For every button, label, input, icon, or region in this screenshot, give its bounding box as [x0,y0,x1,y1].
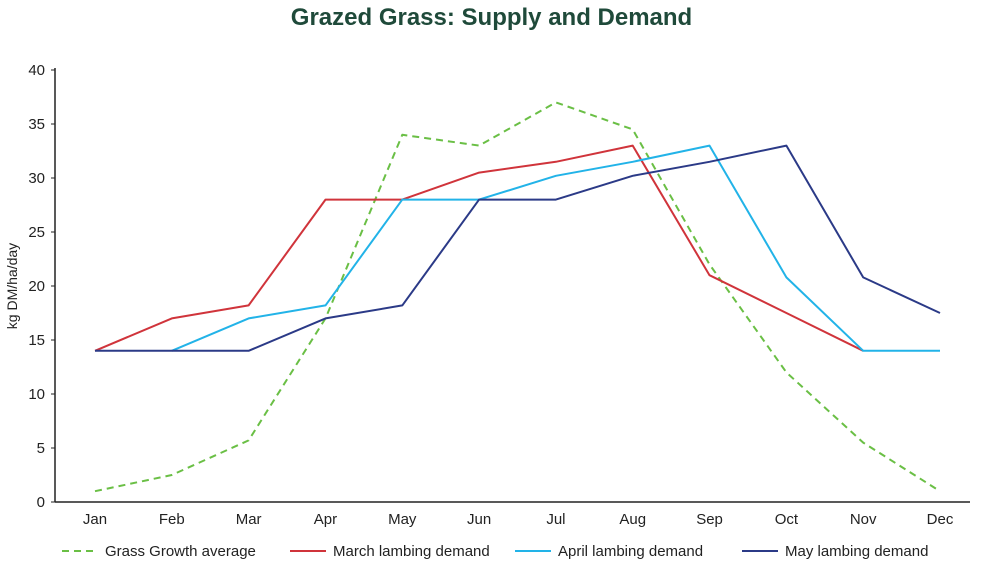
y-tick-label: 5 [37,440,45,457]
y-tick-label: 0 [37,494,45,511]
y-tick-label: 35 [28,116,45,133]
legend-label: March lambing demand [333,543,490,560]
y-tick-label: 20 [28,278,45,295]
series-line [171,144,940,352]
x-tick-label: May [388,511,417,528]
x-tick-label: Dec [927,511,954,528]
x-tick-label: Oct [775,511,799,528]
y-tick-label: 10 [28,386,45,403]
x-tick-label: Aug [619,511,646,528]
x-tick-label: Apr [314,511,337,528]
y-axis-title: kg DM/ha/day [4,243,20,329]
y-tick-label: 40 [28,62,45,79]
axes: 0 5 10 15 20 25 30 35 40 Jan Feb Mar Apr May Jun Jul Aug… [4,62,970,528]
y-tick-label: 30 [28,170,45,187]
y-tick-label: 15 [28,332,45,349]
chart-title: Grazed Grass: Supply and Demand [290,4,693,31]
x-tick-label: Jan [83,511,107,528]
x-tick-label: Sep [696,511,723,528]
legend-label: May lambing demand [785,543,928,560]
series-line [94,101,941,493]
series-line [94,144,864,352]
series-lines [94,101,941,493]
legend-label: April lambing demand [558,543,703,560]
y-tick-label: 25 [28,224,45,241]
series-line [95,144,941,352]
x-tick-label: Jul [546,511,565,528]
x-tick-label: Mar [236,511,262,528]
x-tick-label: Jun [467,511,491,528]
legend-label: Grass Growth average [105,543,256,560]
x-tick-label: Feb [159,511,185,528]
legend: Grass Growth average March lambing demand… [62,543,928,560]
x-tick-label: Nov [850,511,877,528]
